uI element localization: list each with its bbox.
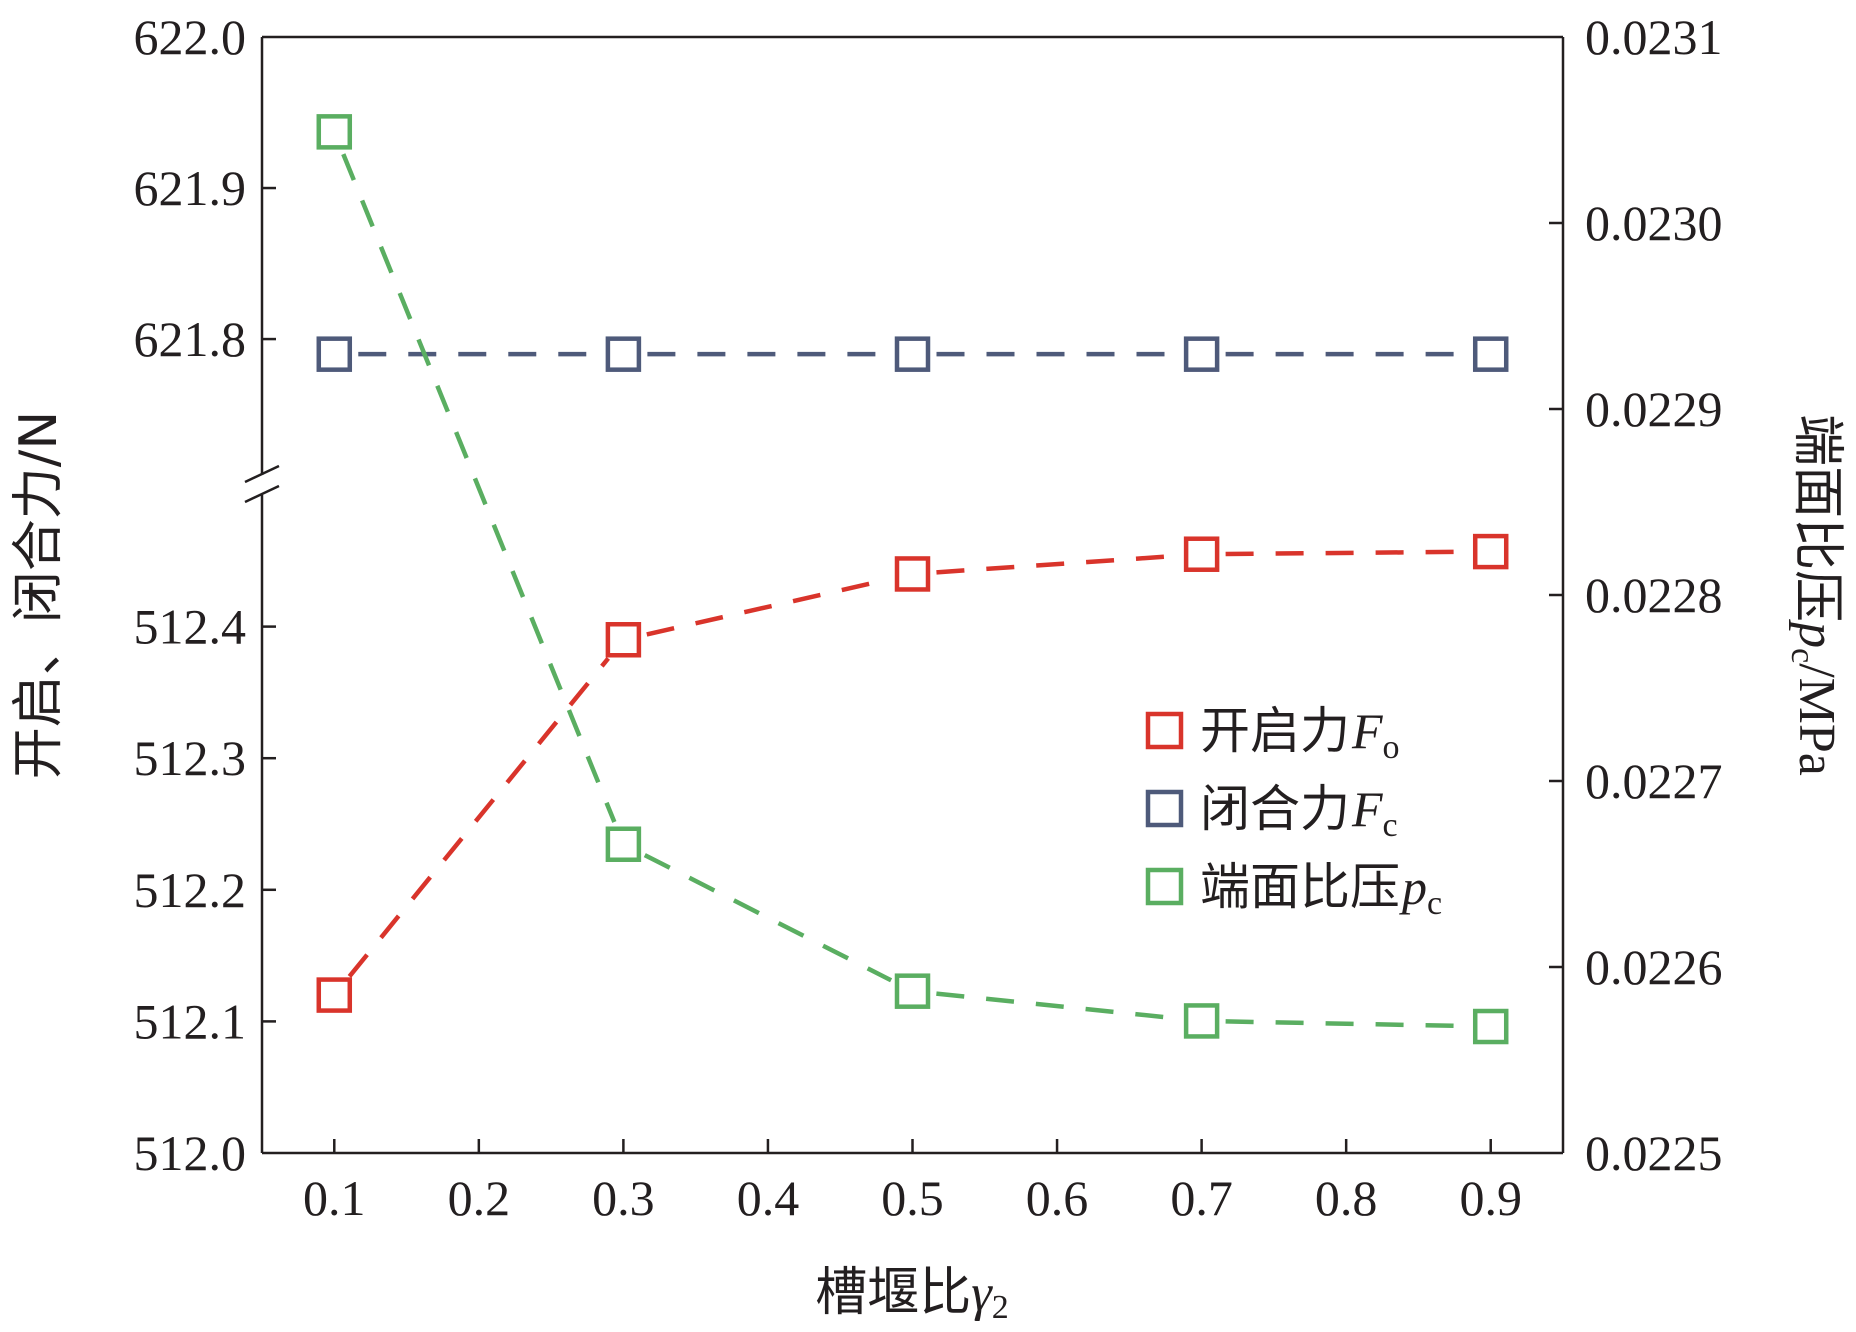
legend-label-face-pressure: 端面比压pc (1200, 858, 1442, 922)
series-line-face-pressure-2 (936, 991, 1178, 1021)
point-opening-force-0 (316, 977, 353, 1013)
right-tick-label-1: 0.0226 (1585, 939, 1723, 995)
x-tick-label-8: 0.9 (1459, 1170, 1522, 1226)
point-closing-force-2 (894, 336, 931, 372)
right-tick-label-5: 0.0230 (1585, 195, 1723, 251)
x-axis-title-sub: 2 (992, 1289, 1009, 1326)
legend-marker-closing-force (1145, 789, 1184, 828)
legend-closing-force-name: 闭合力 (1200, 780, 1350, 838)
legend-label-closing-force: 闭合力Fc (1200, 780, 1398, 844)
series-line-opening-force-0 (347, 656, 610, 978)
plot-frame (260, 35, 1565, 1155)
right-tick-label-3: 0.0228 (1585, 567, 1723, 623)
right-axis-title-symbol: p (1788, 618, 1845, 648)
series-closing-force (316, 336, 1509, 372)
left-lower-tick-label-4: 512.4 (134, 599, 247, 655)
legend-face-pressure-symbol: p (1399, 859, 1427, 915)
right-axis-title: 端面比压pc/MPa (1784, 414, 1847, 776)
right-tick-label-0: 0.0225 (1585, 1125, 1723, 1181)
point-opening-force-3 (1183, 536, 1220, 572)
right-tick-label-2: 0.0227 (1585, 753, 1723, 809)
legend-face-pressure-sub: c (1427, 885, 1442, 922)
series-line-opening-force-3 (1225, 549, 1467, 557)
point-face-pressure-1 (605, 826, 642, 862)
point-closing-force-0 (316, 336, 353, 372)
left-upper-tick-label-2: 622.0 (134, 9, 247, 65)
legend-marker-opening-force (1145, 711, 1184, 750)
legend-closing-force-sub: c (1383, 807, 1398, 844)
right-axis-title-unit: /MPa (1788, 663, 1845, 776)
right-tick-label-6: 0.0231 (1585, 9, 1723, 65)
right-axis-title-text: 端面比压 (1787, 414, 1847, 622)
x-tick-label-1: 0.2 (448, 1170, 511, 1226)
x-tick-label-7: 0.8 (1315, 1170, 1378, 1226)
series-layer (316, 114, 1509, 1045)
x-tick-label-5: 0.6 (1026, 1170, 1089, 1226)
point-opening-force-4 (1472, 533, 1509, 570)
axis-break-mark (244, 464, 280, 504)
x-axis-title-symbol: γ (971, 1265, 993, 1322)
left-lower-tick-label-1: 512.1 (134, 993, 247, 1049)
x-tick-label-6: 0.7 (1170, 1170, 1233, 1226)
left-upper-tick-label-0: 621.8 (134, 311, 247, 367)
series-face-pressure (316, 114, 1509, 1045)
legend-opening-force-symbol: F (1351, 703, 1383, 759)
series-line-opening-force-2 (936, 553, 1178, 575)
x-tick-label-3: 0.4 (737, 1170, 800, 1226)
left-lower-tick-label-0: 512.0 (134, 1125, 247, 1181)
left-lower-tick-label-2: 512.2 (134, 862, 247, 918)
x-axis-title-text: 槽堰比 (815, 1263, 971, 1323)
x-tick-label-4: 0.5 (881, 1170, 944, 1226)
right-axis-title-sub: c (1784, 648, 1821, 663)
left-lower-tick-label-3: 512.3 (134, 730, 247, 786)
point-closing-force-1 (605, 336, 642, 372)
legend-label-opening-force: 开启力Fo (1200, 702, 1400, 766)
series-line-face-pressure-0 (341, 153, 617, 823)
series-line-face-pressure-1 (643, 853, 893, 983)
point-face-pressure-2 (894, 973, 931, 1009)
x-tick-label-0: 0.1 (303, 1170, 366, 1226)
legend-closing-force-symbol: F (1351, 781, 1383, 837)
legend-face-pressure-name: 端面比压 (1200, 858, 1400, 916)
series-opening-force (316, 533, 1509, 1013)
ticks-layer: 0.1 0.2 0.3 0.4 0.5 0.6 0.7 0.8 0.9 512.0 512.1 512… (134, 9, 1723, 1226)
point-face-pressure-4 (1472, 1008, 1509, 1045)
point-closing-force-4 (1472, 336, 1509, 372)
x-axis-title: 槽堰比γ2 (815, 1263, 1009, 1326)
series-line-face-pressure-3 (1225, 1019, 1467, 1029)
axis-break-slash-upper (244, 464, 280, 484)
legend-opening-force-sub: o (1383, 729, 1400, 766)
legend: 开启力Fo 闭合力Fc 端面比压pc (1145, 702, 1442, 922)
series-line-opening-force-1 (646, 577, 890, 637)
point-opening-force-1 (605, 622, 642, 658)
legend-opening-force-name: 开启力 (1200, 702, 1350, 760)
x-tick-label-2: 0.3 (592, 1170, 655, 1226)
left-upper-tick-label-1: 621.9 (134, 160, 247, 216)
point-opening-force-2 (894, 556, 931, 592)
right-tick-label-4: 0.0229 (1585, 381, 1723, 437)
point-face-pressure-3 (1183, 1003, 1220, 1039)
point-closing-force-3 (1183, 336, 1220, 372)
left-axis-title: 开启、闭合力/N (9, 411, 69, 779)
point-face-pressure-0 (316, 114, 353, 150)
legend-marker-face-pressure (1145, 867, 1184, 906)
axis-break-slash-lower (244, 484, 280, 504)
